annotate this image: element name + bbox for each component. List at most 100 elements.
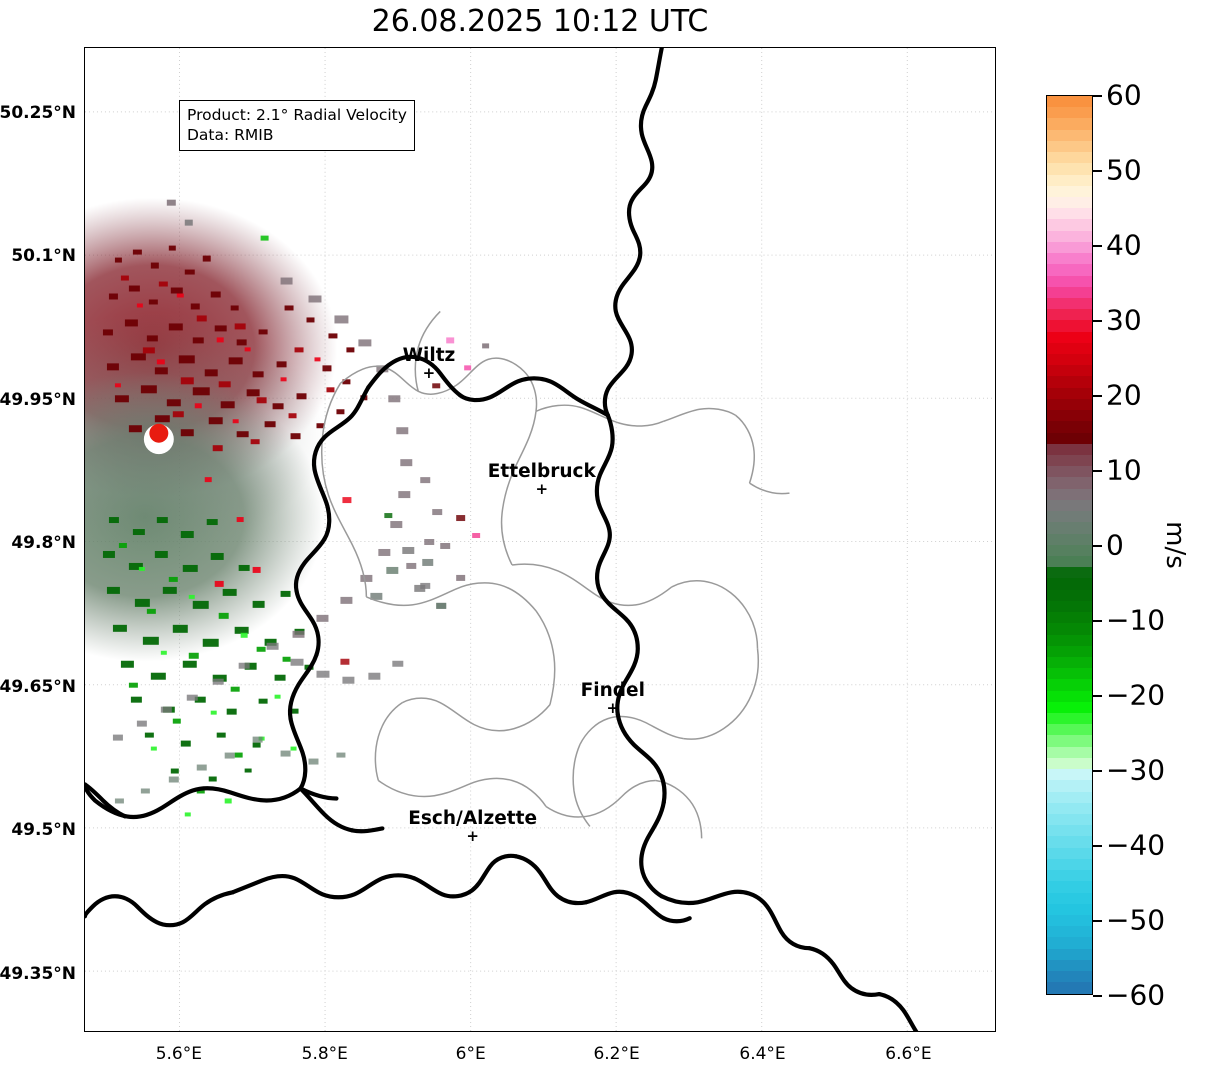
velocity-colorbar[interactable]: [1046, 95, 1093, 995]
colorbar-tick-label: −60: [1106, 978, 1166, 1012]
colorbar-tick-mark: [1093, 545, 1102, 547]
colorbar-segment: [1047, 589, 1092, 601]
colorbar-tick-label: 0: [1106, 528, 1124, 562]
colorbar-segment: [1047, 870, 1092, 882]
colorbar-segment: [1047, 331, 1092, 343]
latitude-tick-label: 49.95°N: [0, 389, 76, 410]
colorbar-tick-label: 30: [1106, 303, 1142, 337]
colorbar-tick-mark: [1093, 695, 1102, 697]
colorbar-tick-mark: [1093, 770, 1102, 772]
radar-site-marker: [149, 423, 169, 443]
colorbar-segment: [1047, 802, 1092, 814]
colorbar-segment: [1047, 342, 1092, 355]
colorbar-segment: [1047, 421, 1092, 433]
colorbar-segment: [1047, 567, 1092, 579]
latitude-tick-label: 49.5°N: [11, 820, 76, 841]
colorbar-tick-mark: [1093, 920, 1102, 922]
longitude-tick-label: 6.6°E: [885, 1044, 932, 1064]
colorbar-segment: [1047, 174, 1092, 186]
city-marker-icon: +: [535, 479, 549, 498]
product-line: Product: 2.1° Radial Velocity: [187, 106, 407, 124]
colorbar-tick-label: −40: [1106, 828, 1166, 862]
colorbar-segment: [1047, 387, 1092, 399]
colorbar-segment: [1047, 522, 1092, 534]
colorbar-tick-mark: [1093, 170, 1102, 172]
colorbar-segment: [1047, 275, 1092, 287]
colorbar-segment: [1047, 129, 1092, 141]
colorbar-segment: [1047, 724, 1092, 736]
latitude-tick-label: 49.35°N: [0, 963, 76, 984]
colorbar-segment: [1047, 903, 1092, 915]
colorbar-segment: [1047, 432, 1092, 444]
colorbar-segment: [1047, 320, 1092, 332]
colorbar-tick-label: −20: [1106, 678, 1166, 712]
colorbar-segment: [1047, 735, 1092, 747]
colorbar-segment: [1047, 937, 1092, 949]
longitude-tick-label: 5.6°E: [155, 1044, 202, 1064]
colorbar-tick-label: 20: [1106, 378, 1142, 412]
colorbar-segment: [1047, 297, 1092, 310]
colorbar-segment: [1047, 163, 1092, 175]
colorbar-segment: [1047, 881, 1092, 893]
colorbar-segment: [1047, 982, 1092, 994]
colorbar-tick-mark: [1093, 620, 1102, 622]
city-name: Wiltz: [402, 344, 456, 366]
colorbar-segment: [1047, 286, 1092, 298]
colorbar-segment: [1047, 769, 1092, 781]
city-name: Ettelbruck: [487, 460, 596, 482]
colorbar-segment: [1047, 354, 1092, 366]
colorbar-segment: [1047, 701, 1092, 714]
colorbar-segment: [1047, 623, 1092, 635]
colorbar-tick-mark: [1093, 395, 1102, 397]
city-label-esch-alzette: Esch/Alzette +: [408, 807, 538, 845]
city-name: Esch/Alzette: [408, 807, 538, 829]
colorbar-segment: [1047, 645, 1092, 657]
colorbar-segment: [1047, 959, 1092, 972]
city-label-wiltz: Wiltz +: [402, 344, 456, 380]
colorbar-segment: [1047, 208, 1092, 220]
colorbar-segment: [1047, 219, 1092, 231]
colorbar-tick-label: −10: [1106, 603, 1166, 637]
colorbar-segment: [1047, 241, 1092, 254]
latitude-tick-label: 50.25°N: [0, 102, 76, 123]
city-marker-icon: +: [606, 699, 620, 718]
colorbar-tick-label: −50: [1106, 903, 1166, 937]
colorbar-segment: [1047, 499, 1092, 512]
colorbar-segment: [1047, 926, 1092, 938]
product-info-box: Product: 2.1° Radial Velocity Data: RMIB: [179, 100, 415, 152]
city-label-ettelbruck: Ettelbruck +: [487, 460, 596, 498]
radar-map-plot[interactable]: Wiltz + Ettelbruck + Findel + Esch/Alzet…: [84, 47, 996, 1032]
colorbar-tick-mark: [1093, 845, 1102, 847]
city-marker-icon: +: [466, 826, 479, 845]
colorbar-segment: [1047, 455, 1092, 467]
latitude-tick-label: 49.65°N: [0, 676, 76, 697]
colorbar-segment: [1047, 96, 1092, 108]
colorbar-segment: [1047, 690, 1092, 702]
colorbar-segment: [1047, 544, 1092, 556]
colorbar-segment: [1047, 948, 1092, 960]
colorbar-segment: [1047, 836, 1092, 848]
data-source-line: Data: RMIB: [187, 126, 274, 145]
colorbar-segment: [1047, 780, 1092, 792]
colorbar-gradient: [1046, 95, 1093, 995]
colorbar-tick-mark: [1093, 245, 1102, 247]
colorbar-segment: [1047, 892, 1092, 904]
page-title: 26.08.2025 10:12 UTC: [371, 4, 709, 39]
colorbar-segment: [1047, 118, 1092, 130]
colorbar-segment: [1047, 253, 1092, 265]
colorbar-segment: [1047, 914, 1092, 927]
colorbar-segment: [1047, 410, 1092, 422]
colorbar-segment: [1047, 600, 1092, 613]
colorbar-segment: [1047, 466, 1092, 478]
colorbar-segment: [1047, 634, 1092, 646]
colorbar-segment: [1047, 578, 1092, 590]
colorbar-segment: [1047, 757, 1092, 770]
colorbar-unit-label: m/s: [1160, 521, 1190, 569]
colorbar-segment: [1047, 713, 1092, 725]
colorbar-segment: [1047, 152, 1092, 164]
colorbar-segment: [1047, 533, 1092, 545]
colorbar-segment: [1047, 668, 1092, 680]
colorbar-tick-label: 60: [1106, 78, 1142, 112]
colorbar-segment: [1047, 196, 1092, 209]
colorbar-segment: [1047, 858, 1092, 871]
